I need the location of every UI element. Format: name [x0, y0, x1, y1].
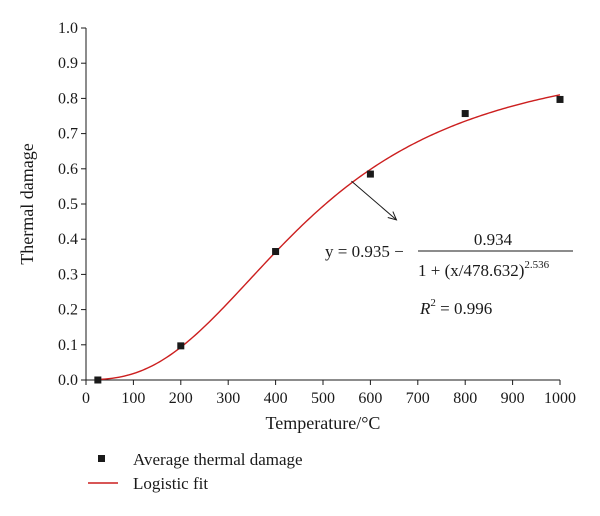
y-axis-label: Thermal damage: [17, 143, 37, 264]
equation-denominator-exponent: 2.536: [524, 259, 549, 271]
x-tick-label: 400: [264, 390, 288, 407]
legend-label-fit: Logistic fit: [133, 474, 208, 493]
x-tick-label: 600: [358, 390, 382, 407]
r-squared-value: = 0.996: [436, 299, 492, 318]
y-tick-label: 0.8: [58, 90, 78, 107]
equation-numerator: 0.934: [474, 230, 513, 249]
fit-annotation: y = 0.935 − 0.934 1 + (x/478.632)2.536 R…: [325, 180, 573, 318]
fit-line: [97, 94, 561, 381]
x-tick-label: 300: [216, 390, 240, 407]
x-tick-label: 700: [406, 390, 430, 407]
r-squared: R2 = 0.996: [419, 297, 492, 318]
r-squared-exponent: 2: [430, 297, 436, 309]
legend: Average thermal damage Logistic fit: [88, 450, 303, 493]
x-tick-label: 0: [82, 390, 90, 407]
x-tick-label: 900: [501, 390, 525, 407]
x-tick-label: 100: [121, 390, 145, 407]
y-tick-label: 0.1: [58, 337, 78, 354]
y-tick-label: 0.3: [58, 266, 78, 283]
x-tick-label: 1000: [544, 390, 576, 407]
y-tick-label: 1.0: [58, 20, 78, 37]
x-ticks: 0 100 200 300 400 500 600 700 800 900 1000: [82, 380, 576, 407]
data-point: [94, 376, 102, 384]
x-axis-label: Temperature/°C: [266, 413, 381, 433]
y-tick-label: 0.9: [58, 55, 78, 72]
y-ticks: 0.0 0.1 0.2 0.3 0.4 0.5 0.6 0.7 0.8 0.9 1.0: [58, 20, 86, 389]
y-tick-label: 0.6: [58, 161, 78, 178]
r-squared-symbol: R: [419, 299, 431, 318]
data-point: [461, 110, 469, 118]
x-tick-label: 800: [453, 390, 477, 407]
data-points: [94, 95, 564, 384]
equation-denominator: 1 + (x/478.632)2.536: [418, 259, 550, 280]
axes: [85, 28, 560, 381]
data-point: [177, 342, 185, 350]
y-tick-label: 0.4: [58, 231, 78, 248]
x-tick-label: 200: [169, 390, 193, 407]
equation-denominator-base: 1 + (x/478.632): [418, 261, 524, 280]
data-point: [366, 170, 374, 178]
annotation-arrow-head: [387, 211, 398, 221]
y-tick-label: 0.7: [58, 126, 78, 143]
y-tick-label: 0.5: [58, 196, 78, 213]
data-point: [272, 248, 280, 256]
data-point: [556, 95, 564, 103]
y-tick-label: 0.0: [58, 372, 78, 389]
x-tick-label: 500: [311, 390, 335, 407]
annotation-arrow-line: [351, 180, 397, 221]
legend-label-points: Average thermal damage: [133, 450, 303, 469]
legend-marker-points: [98, 455, 105, 462]
equation-lhs: y = 0.935 −: [325, 242, 404, 261]
y-tick-label: 0.2: [58, 302, 78, 319]
